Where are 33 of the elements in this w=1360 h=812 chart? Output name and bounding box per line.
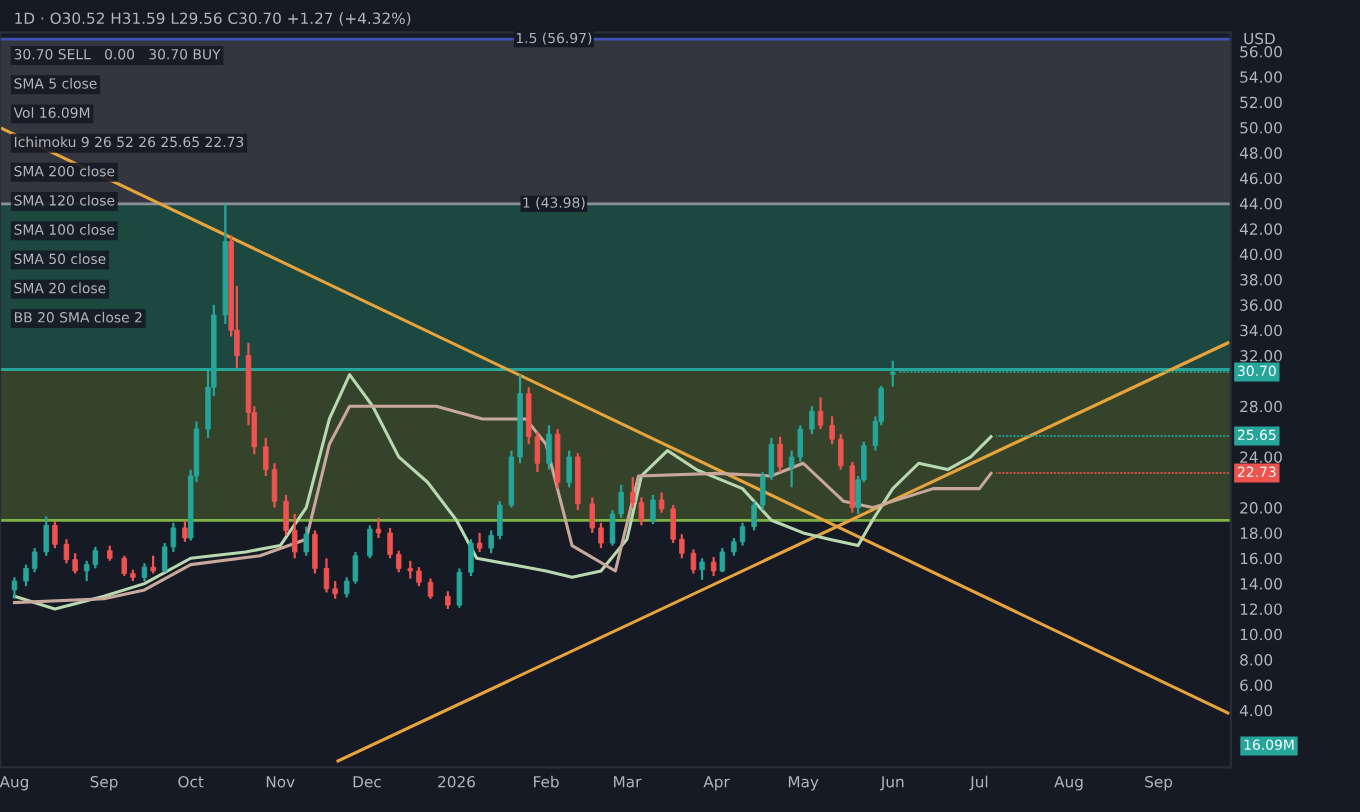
candlestick [312,529,318,575]
candlestick [63,538,70,565]
candlestick [817,396,824,431]
candlestick [11,576,18,600]
candlestick [367,524,373,560]
candlestick [690,548,697,575]
candlestick [92,545,99,570]
candlestick [323,557,330,594]
candlestick [849,460,856,514]
candlestick [31,547,38,574]
candlestick [809,405,815,436]
candlestick [739,521,746,547]
candlestick [546,424,552,471]
candlestick [797,424,804,464]
candlestick [719,547,726,574]
candlestick [182,519,188,543]
candlestick [650,493,656,526]
candlestick [777,435,783,474]
candlestick [52,520,58,550]
candlestick [710,555,717,578]
candlestick [427,577,434,600]
candlestick [638,496,645,527]
candlestick [375,516,382,540]
candlestick [575,452,581,512]
candlestick [456,567,463,609]
candlestick [468,538,474,578]
candlestick [303,525,309,557]
candlestick [566,449,572,489]
candlestick [658,491,665,514]
candlestick [699,557,705,581]
candlestick [43,515,49,557]
candlestick [476,531,483,554]
line-series [12,373,993,611]
